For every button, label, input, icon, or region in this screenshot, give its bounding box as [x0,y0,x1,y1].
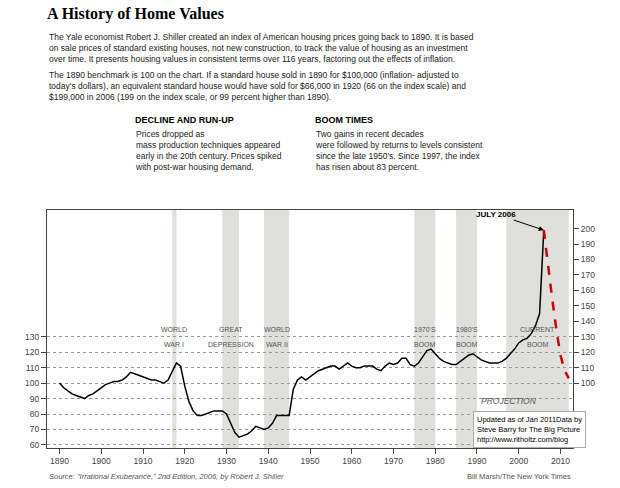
svg-text:DECLINE AND RUN-UP: DECLINE AND RUN-UP [135,115,234,125]
svg-text:130: 130 [581,332,595,342]
svg-text:120: 120 [581,347,595,357]
svg-text:A History of Home Values: A History of Home Values [47,5,224,23]
svg-text:190: 190 [581,239,595,249]
svg-text:WAR I: WAR I [164,341,184,348]
svg-text:WAR II: WAR II [266,341,288,348]
svg-text:1980: 1980 [426,456,445,466]
svg-text:DEPRESSION: DEPRESSION [208,341,254,348]
svg-text:1940: 1940 [259,456,278,466]
svg-text:BOOM TIMES: BOOM TIMES [315,115,373,125]
svg-text:100: 100 [25,378,39,388]
svg-text:1960: 1960 [342,456,361,466]
svg-text:130: 130 [25,332,39,342]
svg-text:Bill Marsh/The New York Times: Bill Marsh/The New York Times [467,472,571,481]
svg-text:160: 160 [581,285,595,295]
svg-text:1950: 1950 [301,456,320,466]
svg-text:180: 180 [581,254,595,264]
svg-text:170: 170 [581,270,595,280]
svg-text:GREAT: GREAT [219,326,243,333]
svg-text:WORLD: WORLD [264,326,290,333]
svg-text:Prices dropped asmass producti: Prices dropped asmass production techniq… [135,129,282,172]
svg-text:1970: 1970 [384,456,403,466]
svg-text:120: 120 [25,347,39,357]
svg-text:2010: 2010 [551,456,570,466]
svg-text:1970'S: 1970'S [414,326,436,333]
svg-text:90: 90 [30,394,40,404]
svg-text:1990: 1990 [468,456,487,466]
svg-text:1910: 1910 [134,456,153,466]
svg-text:100: 100 [581,378,595,388]
svg-text:WORLD: WORLD [161,326,187,333]
svg-text:Two gains in recent decadeswer: Two gains in recent decadeswere followed… [315,129,483,172]
svg-text:150: 150 [581,301,595,311]
svg-text:110: 110 [581,363,595,373]
svg-text:1980'S: 1980'S [456,326,478,333]
svg-text:The 1890 benchmark is 100 on t: The 1890 benchmark is 100 on the chart. … [49,70,466,102]
svg-text:70: 70 [30,424,40,434]
svg-text:1920: 1920 [175,456,194,466]
svg-text:CURRENT: CURRENT [520,326,555,333]
svg-text:Updated as of Jan 2011Data byS: Updated as of Jan 2011Data bySteve Barry… [477,415,582,444]
svg-text:1930: 1930 [217,456,236,466]
svg-text:60: 60 [30,440,40,450]
svg-text:2000: 2000 [509,456,528,466]
svg-text:BOOM: BOOM [414,341,436,348]
svg-text:PROJECTION: PROJECTION [481,396,537,406]
svg-text:1890: 1890 [50,456,69,466]
svg-text:JULY 2006: JULY 2006 [476,210,516,219]
svg-text:200: 200 [581,224,595,234]
svg-text:Source: "Irrational Exuberance: Source: "Irrational Exuberance," 2nd Edi… [49,472,284,481]
svg-text:BOOM: BOOM [527,341,549,348]
svg-text:110: 110 [26,363,40,373]
svg-text:1900: 1900 [92,456,111,466]
svg-text:140: 140 [581,316,595,326]
svg-text:The Yale economist Robert J. S: The Yale economist Robert J. Shiller cre… [49,32,474,64]
svg-text:BOOM: BOOM [456,341,478,348]
svg-text:80: 80 [30,409,40,419]
